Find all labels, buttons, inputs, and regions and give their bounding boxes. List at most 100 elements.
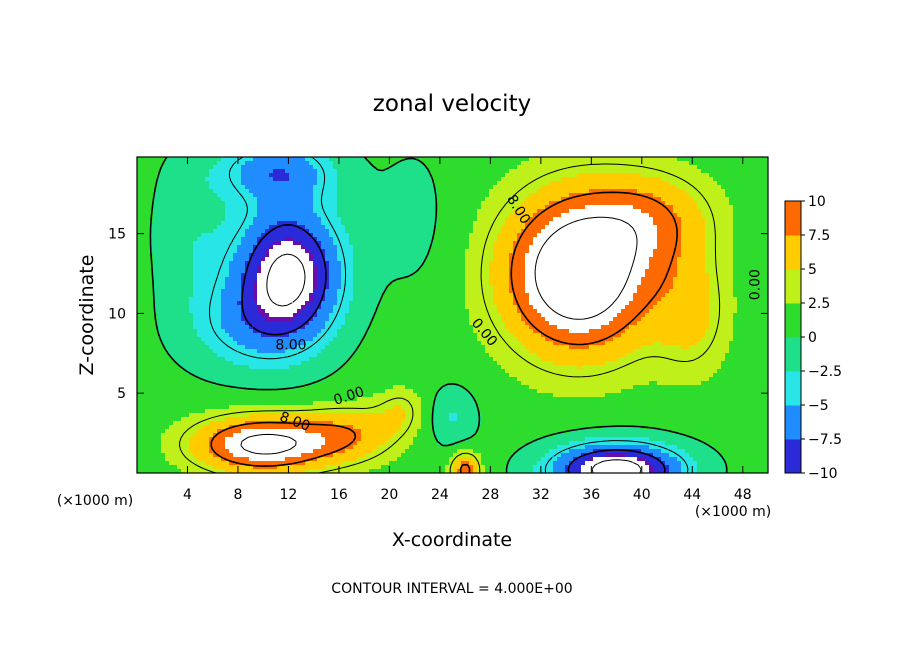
field-cell [341,409,346,414]
field-cell [137,437,142,442]
field-cell [161,389,166,394]
field-cell [169,361,174,366]
field-cell [169,293,174,298]
field-cell [281,465,286,470]
field-cell [205,429,210,434]
field-cell [201,465,206,470]
field-cell [305,209,310,214]
field-cell [337,361,342,366]
field-cell [213,421,218,426]
field-cell [341,237,346,242]
field-cell [261,289,266,294]
field-cell [341,341,346,346]
field-cell [277,189,282,194]
field-cell [333,433,338,438]
field-cell [173,413,178,418]
field-cell [285,273,290,278]
field-cell [249,365,254,370]
field-cell [253,209,258,214]
field-cell [185,317,190,322]
field-cell [365,385,370,390]
field-cell [325,437,330,442]
field-cell [213,165,218,170]
field-cell [369,289,374,294]
field-cell [385,349,390,354]
field-cell [305,165,310,170]
field-cell [317,401,322,406]
field-cell [245,393,250,398]
field-cell [333,357,338,362]
field-cell [237,325,242,330]
field-cell [349,253,354,258]
field-cell [213,345,218,350]
field-cell [289,429,294,434]
field-cell [177,297,182,302]
field-cell [293,221,298,226]
field-cell [309,445,314,450]
field-cell [269,345,274,350]
field-cell [277,357,282,362]
field-cell [245,405,250,410]
field-cell [349,377,354,382]
field-cell [309,377,314,382]
field-cell [241,333,246,338]
field-cell [277,173,282,178]
field-cell [225,377,230,382]
field-cell [313,165,318,170]
field-cell [177,385,182,390]
field-cell [201,293,206,298]
field-cell [237,417,242,422]
field-cell [141,161,146,166]
field-cell [181,221,186,226]
field-cell [169,257,174,262]
field-cell [333,397,338,402]
field-cell [317,285,322,290]
field-cell [165,289,170,294]
field-cell [333,213,338,218]
field-cell [169,249,174,254]
field-cell [281,293,286,298]
field-cell [293,373,298,378]
field-cell [229,365,234,370]
field-cell [349,365,354,370]
field-cell [269,217,274,222]
field-cell [177,209,182,214]
field-cell [221,253,226,258]
field-cell [169,173,174,178]
field-cell [269,361,274,366]
field-cell [257,225,262,230]
field-cell [245,301,250,306]
field-cell [349,165,354,170]
field-cell [329,229,334,234]
field-cell [145,285,150,290]
field-cell [385,221,390,226]
field-cell [281,289,286,294]
field-cell [353,333,358,338]
field-cell [221,317,226,322]
field-cell [385,401,390,406]
field-cell [333,313,338,318]
field-cell [313,181,318,186]
field-cell [141,257,146,262]
field-cell [241,237,246,242]
field-cell [369,217,374,222]
field-cell [221,425,226,430]
field-cell [149,413,154,418]
field-cell [349,417,354,422]
field-cell [209,381,214,386]
field-cell [153,417,158,422]
field-cell [265,377,270,382]
field-cell [245,369,250,374]
field-cell [173,393,178,398]
field-cell [205,237,210,242]
field-cell [249,173,254,178]
field-cell [317,297,322,302]
field-cell [157,281,162,286]
field-cell [381,217,386,222]
field-cell [229,193,234,198]
field-cell [325,161,330,166]
field-cell [305,205,310,210]
field-cell [301,201,306,206]
field-cell [265,245,270,250]
field-cell [149,201,154,206]
